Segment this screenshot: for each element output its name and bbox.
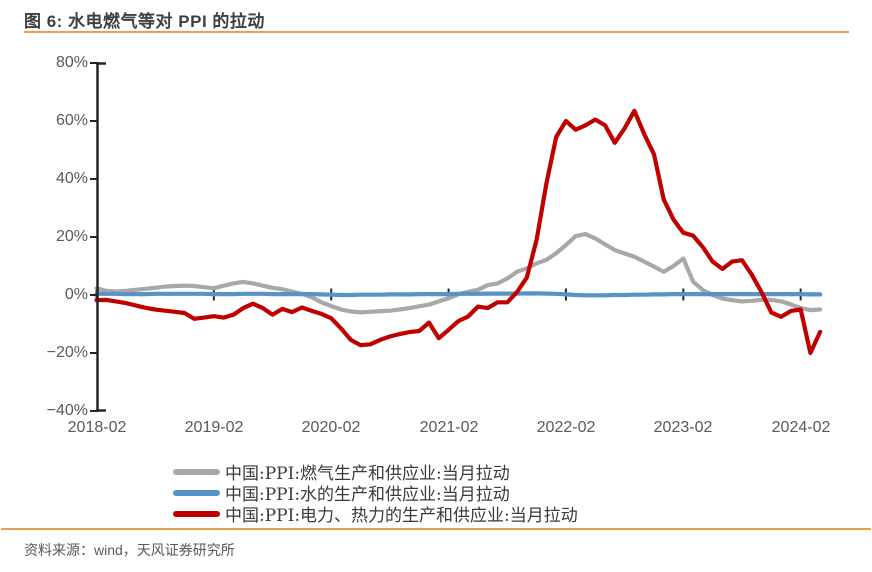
x-axis-label: 2020-02	[301, 419, 361, 436]
legend-swatch-power	[173, 510, 220, 517]
legend-swatch-gas	[173, 468, 220, 475]
legend-label: 中国:PPI:水的生产和供应业:当月拉动	[225, 485, 510, 505]
x-axis-label: 2024-02	[771, 419, 831, 436]
legend-item-power: 中国:PPI:电力、热力的生产和供应业:当月拉动	[173, 503, 578, 526]
x-axis-label: 2021-02	[419, 419, 479, 436]
legend-item-gas: 中国:PPI:燃气生产和供应业:当月拉动	[173, 461, 578, 484]
y-axis-label: −20%	[46, 344, 88, 361]
y-axis-label: 80%	[55, 54, 88, 71]
chart-legend: 中国:PPI:燃气生产和供应业:当月拉动 中国:PPI:水的生产和供应业:当月拉…	[173, 461, 578, 526]
source-note: 资料来源：wind，天风证券研究所	[24, 542, 235, 558]
y-axis	[90, 62, 106, 412]
title-underline	[24, 31, 849, 33]
y-axis-label: 0%	[64, 286, 88, 303]
x-axis-label: 2023-02	[653, 419, 713, 436]
x-axis-label: 2019-02	[184, 419, 244, 436]
y-axis-label: −40%	[46, 402, 88, 419]
y-axis-label: 60%	[55, 112, 88, 129]
legend-swatch-water	[173, 489, 220, 496]
y-axis-label: 40%	[55, 170, 88, 187]
y-axis-label: 20%	[55, 228, 88, 245]
legend-label: 中国:PPI:燃气生产和供应业:当月拉动	[225, 464, 510, 484]
x-axis-label: 2018-02	[67, 419, 127, 436]
series-lines	[94, 108, 823, 356]
legend-item-water: 中国:PPI:水的生产和供应业:当月拉动	[173, 482, 578, 505]
x-axis-label: 2022-02	[536, 419, 596, 436]
figure-title: 图 6: 水电燃气等对 PPI 的拉动	[24, 12, 265, 31]
footer-rule	[1, 528, 871, 530]
legend-label: 中国:PPI:电力、热力的生产和供应业:当月拉动	[225, 506, 578, 526]
